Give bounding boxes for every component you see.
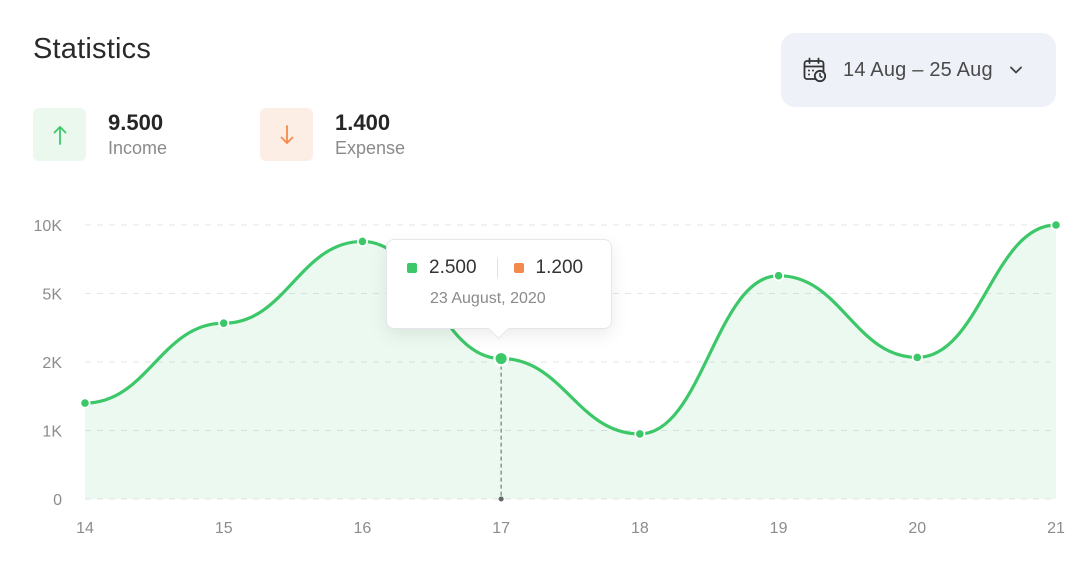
expense-summary: 1.400 Expense bbox=[260, 108, 405, 161]
x-tick-label: 21 bbox=[1047, 520, 1065, 537]
income-summary: 9.500 Income bbox=[33, 108, 167, 161]
data-point bbox=[219, 319, 228, 327]
expense-icon-box bbox=[260, 108, 313, 161]
income-icon-box bbox=[33, 108, 86, 161]
income-legend-swatch bbox=[407, 263, 417, 273]
calendar-icon bbox=[803, 57, 827, 83]
income-label: Income bbox=[108, 137, 168, 158]
y-tick-label: 0 bbox=[53, 492, 62, 509]
y-tick-label: 5K bbox=[42, 287, 62, 304]
data-point bbox=[636, 430, 644, 438]
x-tick-label: 14 bbox=[76, 520, 94, 537]
income-line bbox=[83, 223, 1058, 436]
data-point bbox=[358, 237, 367, 246]
x-tick-label: 16 bbox=[354, 520, 372, 537]
y-tick-label: 10K bbox=[34, 218, 63, 235]
arrow-up-icon bbox=[53, 125, 66, 145]
chevron-down-icon bbox=[1009, 66, 1022, 74]
x-tick-label: 20 bbox=[908, 520, 926, 537]
expense-value: 1.400 bbox=[335, 109, 391, 135]
data-point bbox=[913, 353, 922, 362]
x-tick-label: 19 bbox=[770, 520, 788, 537]
data-point bbox=[1052, 221, 1060, 229]
tooltip-divider bbox=[496, 258, 498, 278]
expense-label: Expense bbox=[335, 137, 406, 158]
highlight-point bbox=[495, 353, 507, 365]
date-range-label: 14 Aug – 25 Aug bbox=[843, 58, 993, 81]
highlight-axis-dot bbox=[498, 496, 504, 502]
date-range-picker[interactable]: 14 Aug – 25 Aug bbox=[781, 33, 1056, 107]
tooltip-income-value: 2.500 bbox=[429, 257, 477, 278]
y-tick-label: 2K bbox=[42, 355, 62, 372]
page-title: Statistics bbox=[33, 33, 152, 65]
y-tick-label: 1K bbox=[42, 424, 62, 441]
tooltip-date: 23 August, 2020 bbox=[430, 290, 546, 307]
chart-tooltip: 2.500 1.200 23 August, 2020 bbox=[386, 239, 612, 340]
income-value: 9.500 bbox=[108, 109, 164, 135]
tooltip-expense-value: 1.200 bbox=[535, 257, 584, 278]
x-tick-label: 17 bbox=[492, 520, 510, 537]
x-tick-label: 18 bbox=[631, 520, 649, 537]
data-point bbox=[81, 399, 89, 407]
x-tick-label: 15 bbox=[215, 520, 233, 537]
data-point bbox=[774, 271, 783, 280]
expense-legend-swatch bbox=[513, 263, 524, 273]
arrow-down-icon bbox=[280, 124, 293, 144]
income-area bbox=[85, 225, 1056, 499]
